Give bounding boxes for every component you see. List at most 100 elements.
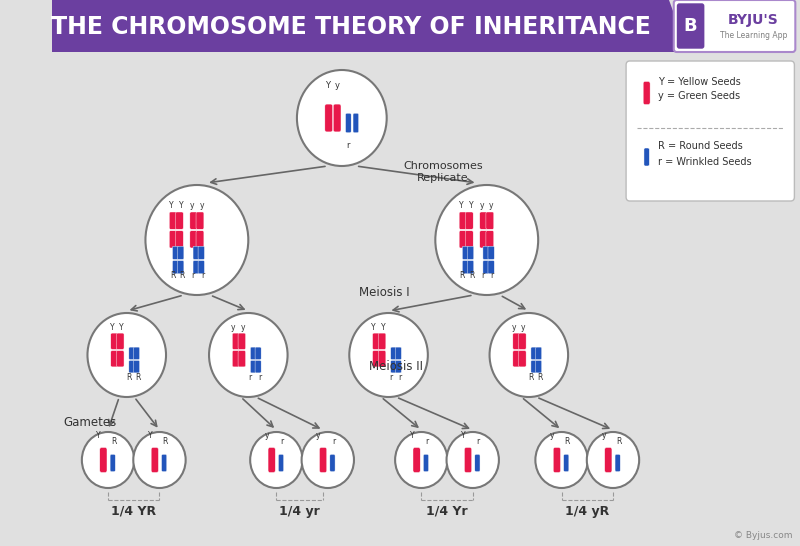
- FancyBboxPatch shape: [488, 246, 494, 259]
- FancyBboxPatch shape: [483, 246, 490, 259]
- Circle shape: [350, 313, 428, 397]
- Text: 1/4 Yr: 1/4 Yr: [426, 505, 468, 518]
- Text: R: R: [469, 271, 474, 281]
- FancyBboxPatch shape: [134, 347, 140, 360]
- Text: Y: Y: [148, 431, 153, 441]
- FancyBboxPatch shape: [238, 333, 246, 349]
- Text: The Learning App: The Learning App: [719, 31, 787, 39]
- Circle shape: [146, 185, 248, 295]
- Text: Meiosis I: Meiosis I: [358, 286, 410, 299]
- FancyBboxPatch shape: [190, 231, 198, 248]
- FancyBboxPatch shape: [255, 347, 261, 360]
- FancyBboxPatch shape: [178, 260, 184, 274]
- Text: r: r: [191, 271, 194, 281]
- Text: y: y: [265, 431, 270, 441]
- Text: Y: Y: [371, 323, 376, 333]
- FancyBboxPatch shape: [175, 231, 183, 248]
- FancyBboxPatch shape: [196, 212, 204, 229]
- Circle shape: [535, 432, 588, 488]
- Text: 1/4 yr: 1/4 yr: [279, 505, 320, 518]
- FancyBboxPatch shape: [413, 448, 420, 472]
- FancyBboxPatch shape: [178, 246, 184, 259]
- FancyBboxPatch shape: [678, 4, 704, 48]
- FancyBboxPatch shape: [353, 113, 358, 133]
- Text: THE CHROMOSOME THEORY OF INHERITANCE: THE CHROMOSOME THEORY OF INHERITANCE: [51, 15, 651, 39]
- Text: R: R: [135, 372, 141, 382]
- Text: Meiosis II: Meiosis II: [369, 359, 423, 372]
- Circle shape: [297, 70, 386, 166]
- Text: R: R: [162, 437, 168, 447]
- FancyBboxPatch shape: [232, 351, 240, 367]
- FancyBboxPatch shape: [536, 347, 542, 360]
- FancyBboxPatch shape: [486, 231, 494, 248]
- Circle shape: [209, 313, 287, 397]
- FancyBboxPatch shape: [238, 351, 246, 367]
- Text: r: r: [389, 372, 392, 382]
- FancyBboxPatch shape: [170, 231, 177, 248]
- FancyBboxPatch shape: [390, 360, 397, 373]
- FancyBboxPatch shape: [330, 454, 335, 472]
- FancyBboxPatch shape: [395, 347, 402, 360]
- Text: R: R: [528, 372, 534, 382]
- Text: y: y: [190, 200, 194, 210]
- FancyBboxPatch shape: [319, 448, 326, 472]
- FancyBboxPatch shape: [373, 351, 380, 367]
- Circle shape: [134, 432, 186, 488]
- Text: Y: Y: [110, 323, 114, 333]
- FancyBboxPatch shape: [110, 454, 115, 472]
- Text: y: y: [489, 200, 494, 210]
- FancyBboxPatch shape: [268, 448, 275, 472]
- FancyBboxPatch shape: [488, 260, 494, 274]
- FancyBboxPatch shape: [255, 360, 261, 373]
- FancyBboxPatch shape: [644, 148, 650, 166]
- Text: r = Wrinkled Seeds: r = Wrinkled Seeds: [658, 157, 751, 167]
- FancyBboxPatch shape: [466, 231, 473, 248]
- FancyBboxPatch shape: [513, 351, 520, 367]
- FancyBboxPatch shape: [486, 212, 494, 229]
- FancyBboxPatch shape: [605, 448, 612, 472]
- Text: R: R: [126, 372, 131, 382]
- Circle shape: [395, 432, 447, 488]
- Text: r: r: [249, 372, 252, 382]
- Text: 1/4 YR: 1/4 YR: [111, 505, 156, 518]
- FancyBboxPatch shape: [134, 360, 140, 373]
- FancyBboxPatch shape: [346, 113, 351, 133]
- Text: r: r: [426, 437, 429, 447]
- Text: r: r: [482, 271, 485, 281]
- Text: Y: Y: [170, 200, 174, 210]
- FancyBboxPatch shape: [674, 0, 795, 52]
- FancyBboxPatch shape: [531, 347, 537, 360]
- Circle shape: [435, 185, 538, 295]
- FancyBboxPatch shape: [626, 61, 794, 201]
- Text: R: R: [111, 437, 116, 447]
- FancyBboxPatch shape: [162, 454, 166, 472]
- FancyBboxPatch shape: [373, 333, 380, 349]
- Text: Y: Y: [469, 200, 473, 210]
- Text: R: R: [616, 437, 622, 447]
- Text: y: y: [231, 323, 235, 333]
- Text: y: y: [602, 431, 606, 441]
- FancyBboxPatch shape: [193, 246, 199, 259]
- Text: © Byjus.com: © Byjus.com: [734, 531, 793, 540]
- Text: r: r: [201, 271, 204, 281]
- FancyBboxPatch shape: [378, 333, 386, 349]
- Text: y: y: [550, 431, 554, 441]
- FancyBboxPatch shape: [129, 347, 135, 360]
- Text: y: y: [480, 200, 484, 210]
- FancyBboxPatch shape: [110, 351, 118, 367]
- Text: r: r: [398, 372, 402, 382]
- FancyBboxPatch shape: [518, 351, 526, 367]
- Text: Y: Y: [459, 200, 464, 210]
- FancyBboxPatch shape: [250, 347, 257, 360]
- Text: BYJU'S: BYJU'S: [728, 13, 778, 27]
- Text: y: y: [199, 200, 204, 210]
- Text: r: r: [332, 437, 335, 447]
- Text: r: r: [477, 437, 480, 447]
- Text: R: R: [179, 271, 185, 281]
- FancyBboxPatch shape: [198, 246, 205, 259]
- FancyBboxPatch shape: [151, 448, 158, 472]
- Circle shape: [490, 313, 568, 397]
- Text: Y: Y: [326, 80, 330, 90]
- FancyBboxPatch shape: [170, 212, 177, 229]
- Text: Y: Y: [461, 431, 466, 441]
